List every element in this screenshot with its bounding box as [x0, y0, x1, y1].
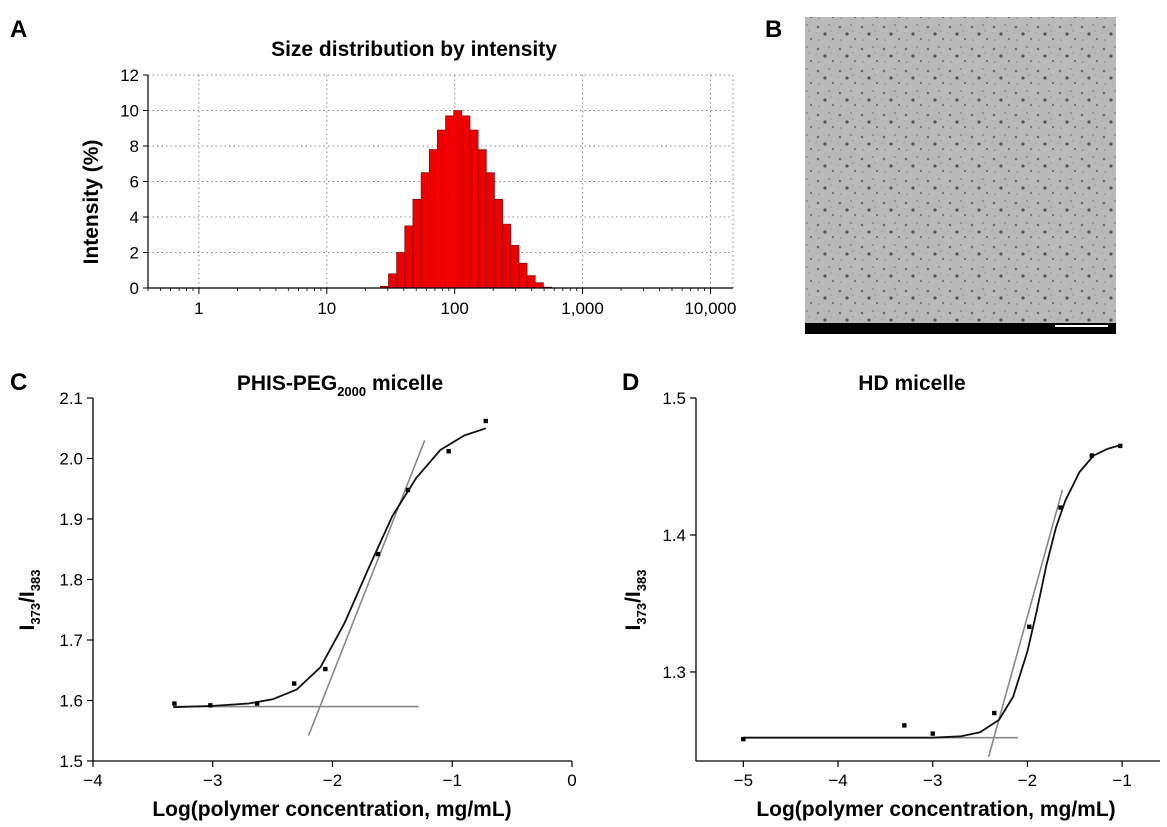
panel-a-ylabel: Intensity (%) [80, 140, 103, 265]
panel-a-ticks: 0 2 4 6 8 10 12 1 10 100 1,000 10,000 [120, 66, 736, 318]
panel-d-data-point [930, 731, 935, 736]
panel-d-data-point [1118, 443, 1123, 449]
histogram-bar [445, 115, 455, 289]
panel-a-bars [379, 110, 552, 289]
panel-d-tangent-line [987, 489, 1064, 758]
panel-a-ytick-label: 10 [120, 102, 139, 121]
panel-a-xtick-label: 1 [194, 299, 203, 318]
panel-a-label: A [10, 16, 27, 43]
panel-c-plot: 1.5 1.6 1.7 1.8 1.9 2.0 2.1 −4 −3 −2 −1 0 [59, 389, 576, 790]
histogram-bar [526, 275, 536, 289]
panel-c-xtick-label: −3 [203, 771, 222, 790]
panel-d-title: HD micelle [858, 372, 965, 395]
panel-d-data-point [902, 723, 907, 728]
histogram-bar [396, 252, 406, 289]
panel-a-xtick-label: 1,000 [561, 299, 604, 318]
panel-a: A Size distribution by intensity 0 2 4 6 8 10… [10, 16, 736, 318]
panel-c-ylabel: I373/I383 [16, 570, 43, 631]
panel-a-ytick-label: 6 [130, 173, 139, 192]
panel-d: D HD micelle 1.3 1.4 1.5 −5 −4 −3 −2 −1 Log(pol… [622, 369, 1160, 821]
panel-d-xtick-label: −1 [1112, 771, 1131, 790]
panel-c-fit-curve [173, 427, 487, 709]
panel-b: B [765, 16, 1116, 334]
panel-a-ytick-label: 12 [120, 66, 139, 85]
panel-a-ytick-label: 2 [130, 244, 139, 263]
panel-d-ylabel: I373/I383 [622, 570, 649, 631]
panel-b-label: B [765, 16, 782, 43]
panel-c-xlabel: Log(polymer concentration, mg/mL) [152, 798, 511, 821]
panel-d-data-point [992, 710, 997, 716]
panel-c-ytick-label: 2.0 [59, 450, 83, 469]
panel-c-xtick-label: −2 [323, 771, 342, 790]
histogram-bar [412, 198, 422, 289]
panel-c-ytick-label: 1.5 [59, 752, 83, 771]
panel-d-xtick-label: −5 [734, 771, 753, 790]
panel-c-xtick-label: 0 [567, 771, 576, 790]
panel-a-ytick-label: 4 [130, 208, 139, 227]
panel-d-ytick-label: 1.4 [662, 526, 686, 545]
histogram-bar [461, 115, 471, 289]
panel-c-ytick-label: 1.8 [59, 571, 83, 590]
panel-a-ytick-label: 8 [130, 137, 139, 156]
panel-d-ytick-label: 1.5 [662, 389, 686, 408]
panel-c-ytick-label: 1.7 [59, 631, 83, 650]
histogram-bar [534, 282, 544, 289]
panel-d-fit-curve [743, 443, 1123, 739]
panel-d-ytick-label: 1.3 [662, 663, 686, 682]
panel-a-xtick-label: 100 [440, 299, 468, 318]
panel-d-data-point [1027, 624, 1032, 629]
tem-scale-strip [805, 323, 1116, 334]
panel-a-xtick-label: 10 [317, 299, 336, 318]
panel-d-xlabel: Log(polymer concentration, mg/mL) [756, 798, 1115, 821]
histogram-bar [404, 225, 414, 289]
histogram-bar [469, 129, 479, 289]
panel-c-tangent-line [307, 440, 426, 736]
histogram-bar [420, 172, 430, 289]
panel-c-data-point [254, 701, 260, 706]
panel-c-data-point [208, 703, 213, 708]
panel-d-xtick-label: −3 [923, 771, 942, 790]
panel-c-ytick-label: 1.6 [59, 692, 83, 711]
panel-d-xtick-label: −2 [1018, 771, 1037, 790]
histogram-bar [518, 262, 528, 289]
histogram-bar [437, 129, 446, 289]
panel-d-label: D [622, 369, 639, 396]
panel-c-title: PHIS-PEG2000 micelle [237, 372, 443, 399]
panel-c-ytick-label: 1.9 [59, 510, 83, 529]
panel-d-data-point [1089, 453, 1095, 458]
panel-a-title: Size distribution by intensity [271, 38, 557, 61]
panel-c-data-point [291, 681, 297, 686]
histogram-bar [428, 149, 438, 289]
panel-a-ytick-label: 0 [130, 279, 139, 298]
histogram-bar [510, 245, 520, 289]
histogram-bar [453, 110, 463, 289]
tem-micrograph [805, 17, 1116, 334]
histogram-bar [477, 149, 487, 289]
histogram-bar [485, 172, 495, 289]
panel-d-data-point [1058, 505, 1063, 510]
panel-a-xtick-label: 10,000 [684, 299, 736, 318]
panel-d-plot: 1.3 1.4 1.5 −5 −4 −3 −2 −1 [662, 389, 1160, 790]
panel-c-label: C [10, 369, 27, 396]
panel-c-data-point [483, 418, 488, 424]
panel-d-data-point [741, 736, 746, 742]
panel-c-xtick-label: −1 [443, 771, 462, 790]
panel-c-ytick-label: 2.1 [59, 389, 83, 408]
panel-d-xtick-label: −4 [828, 771, 847, 790]
panel-c-data-point [375, 551, 381, 557]
histogram-bar [502, 223, 512, 289]
panel-c-data-point [446, 449, 451, 454]
panel-c: C PHIS-PEG2000 micelle 1.5 1.6 1.7 1.8 1.9 2.… [10, 369, 577, 821]
histogram-bar [388, 273, 398, 289]
panel-c-data-point [405, 487, 411, 493]
panel-c-data-point [172, 701, 177, 706]
histogram-bar [494, 198, 503, 289]
panel-c-xtick-label: −4 [83, 771, 102, 790]
panel-c-data-point [323, 666, 328, 672]
